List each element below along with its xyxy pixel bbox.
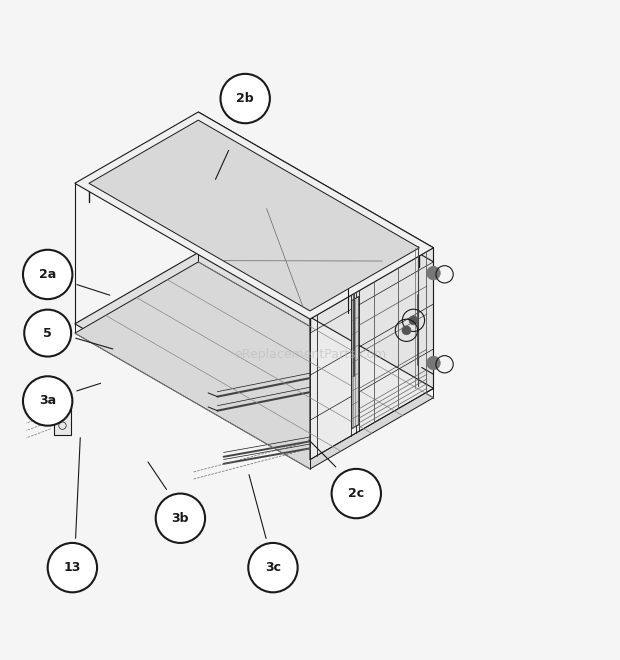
Text: 3a: 3a (39, 395, 56, 407)
Circle shape (221, 74, 270, 123)
Circle shape (402, 326, 411, 335)
Polygon shape (89, 120, 419, 311)
Circle shape (156, 494, 205, 543)
Polygon shape (54, 393, 71, 435)
Text: 2c: 2c (348, 487, 365, 500)
Polygon shape (352, 296, 359, 428)
Circle shape (248, 543, 298, 592)
Circle shape (332, 469, 381, 518)
Circle shape (427, 356, 440, 370)
Polygon shape (75, 253, 433, 459)
Circle shape (23, 249, 73, 299)
Polygon shape (75, 112, 433, 319)
Circle shape (24, 310, 71, 356)
Polygon shape (310, 248, 433, 459)
Text: 3b: 3b (172, 512, 189, 525)
Circle shape (23, 376, 73, 426)
Circle shape (48, 543, 97, 592)
Text: 2b: 2b (236, 92, 254, 105)
Circle shape (427, 266, 440, 280)
Text: 13: 13 (64, 561, 81, 574)
Text: 3c: 3c (265, 561, 281, 574)
Text: eReplacementParts.com: eReplacementParts.com (234, 348, 386, 361)
Circle shape (409, 316, 418, 325)
Text: 5: 5 (43, 327, 52, 340)
Polygon shape (75, 262, 433, 469)
Text: 2a: 2a (39, 268, 56, 281)
Polygon shape (198, 112, 433, 388)
